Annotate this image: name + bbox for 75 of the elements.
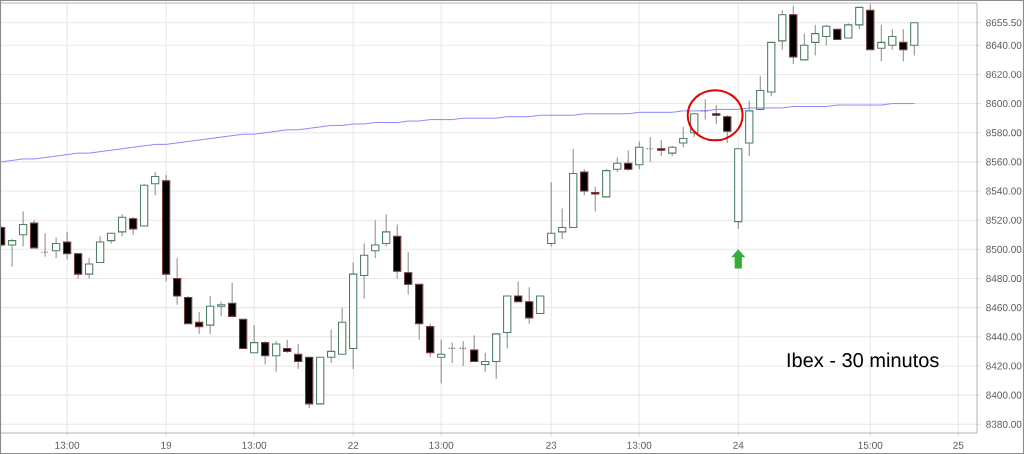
candlestick <box>899 28 908 62</box>
candlestick <box>371 219 380 259</box>
x-tick-label: 19 <box>161 441 172 449</box>
candlestick <box>756 75 765 110</box>
x-tick-label: 24 <box>733 441 744 449</box>
y-tick-label: 8380.00 <box>986 420 1022 428</box>
candlestick <box>7 238 17 268</box>
annotation: Ibex - 30 minutos <box>787 352 939 368</box>
candlestick <box>635 141 644 170</box>
y-tick-label: 8620.00 <box>986 70 1022 78</box>
candlestick <box>646 136 655 163</box>
x-tick-label: 13:00 <box>627 441 652 449</box>
candlestick <box>591 186 600 212</box>
y-tick-label: 8440.00 <box>986 333 1022 341</box>
candlestick <box>360 243 369 300</box>
candlestick <box>260 340 270 365</box>
candlestick <box>712 104 721 125</box>
candlestick <box>447 342 457 364</box>
candlestick <box>404 251 413 295</box>
candlestick <box>117 213 127 237</box>
y-tick-label: 8560.00 <box>986 158 1022 166</box>
candlestick <box>382 213 391 247</box>
candlestick <box>51 237 61 259</box>
candlestick <box>437 339 446 384</box>
candlestick <box>194 311 204 335</box>
candlestick <box>172 257 182 306</box>
candlestick <box>910 22 919 56</box>
candlestick <box>580 168 589 196</box>
y-tick-label: 8400.00 <box>986 391 1022 399</box>
candlestick <box>800 33 809 61</box>
y-tick-label: 8540.00 <box>986 187 1022 195</box>
y-tick-label: 8500.00 <box>986 245 1022 253</box>
candlestick <box>470 334 479 363</box>
candlestick <box>525 286 534 325</box>
candlestick <box>558 208 567 240</box>
candlestick <box>547 181 556 247</box>
candlestick <box>227 282 237 317</box>
candlestick <box>62 231 72 261</box>
y-tick-label: 8520.00 <box>986 216 1022 224</box>
candlestick <box>271 340 281 373</box>
candlestick <box>877 24 886 62</box>
candlestick <box>458 340 468 367</box>
candlestick <box>95 235 105 263</box>
y-tick-label: 8580.00 <box>986 129 1022 137</box>
x-tick-label: 25 <box>953 441 964 449</box>
candlestick <box>811 24 820 56</box>
candlestick <box>18 210 28 247</box>
y-tick-label: 8420.00 <box>986 362 1022 370</box>
candlestick <box>679 126 688 148</box>
candlestick <box>327 329 336 364</box>
y-tick-label: 8480.00 <box>986 274 1022 283</box>
x-tick-label: 15:00 <box>858 441 883 449</box>
y-tick-label: 8600.00 <box>986 100 1022 108</box>
candlestick <box>150 171 160 196</box>
candlestick <box>514 280 523 303</box>
x-tick-label: 22 <box>348 441 359 449</box>
candlestick <box>84 257 94 279</box>
candlestick <box>723 114 732 144</box>
candlestick <box>855 6 864 30</box>
x-tick-label: 13:00 <box>429 441 454 449</box>
y-tick-label: 8640.00 <box>986 41 1022 49</box>
candlestick <box>293 343 303 370</box>
x-tick-label: 13:00 <box>242 441 267 449</box>
candlestick <box>888 28 897 51</box>
y-tick-label: 8655.50 <box>986 19 1022 27</box>
candlestick <box>40 232 50 258</box>
y-tick-label: 8460.00 <box>986 304 1022 312</box>
candlestick <box>249 324 259 354</box>
x-tick-label: 23 <box>546 441 557 449</box>
candlestick <box>481 352 490 373</box>
candlestick <box>822 24 831 46</box>
x-tick-label: 13:00 <box>55 441 80 449</box>
candlestick <box>73 253 83 279</box>
candlestick <box>624 149 633 172</box>
candlestick <box>205 295 215 335</box>
